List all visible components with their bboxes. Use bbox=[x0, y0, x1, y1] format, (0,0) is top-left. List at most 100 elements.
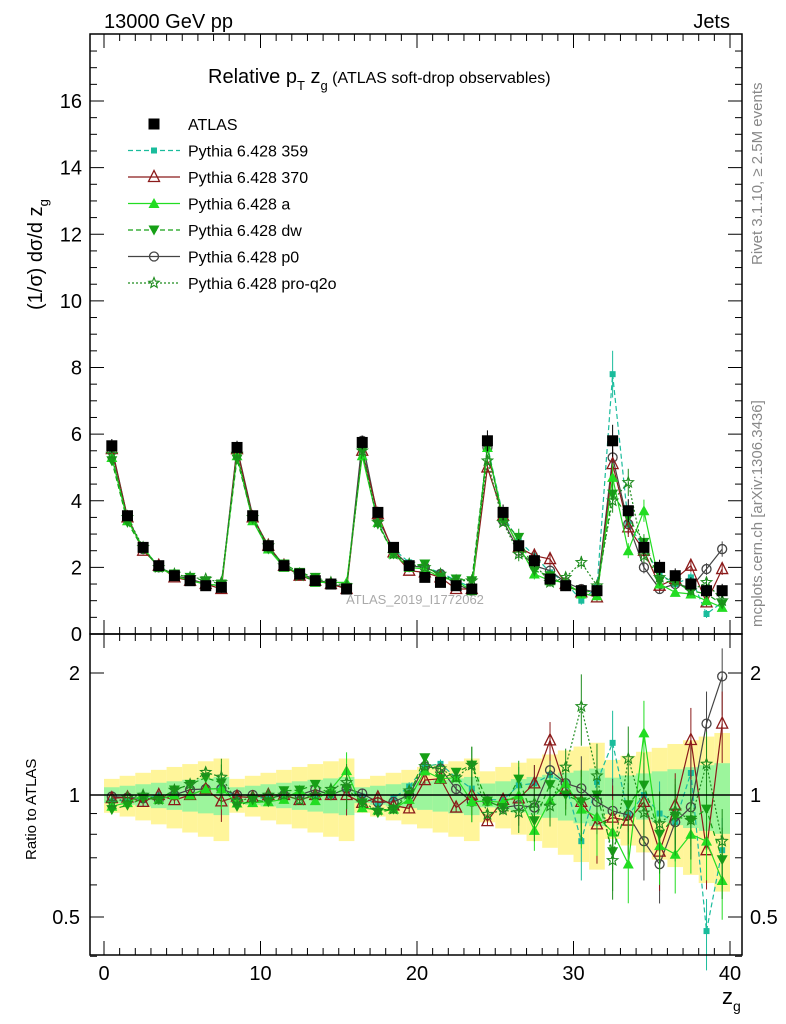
data-point bbox=[544, 573, 556, 585]
ratio-point bbox=[637, 805, 651, 819]
data-point bbox=[215, 581, 227, 593]
ratio-point bbox=[513, 774, 525, 785]
data-point bbox=[247, 510, 259, 522]
data-point bbox=[355, 443, 369, 457]
legend-label: Pythia 6.428 pro-q2o bbox=[188, 276, 337, 293]
ratio-point bbox=[214, 770, 228, 783]
ratio-point bbox=[703, 928, 710, 935]
ratio-point bbox=[309, 779, 321, 790]
data-point bbox=[278, 560, 290, 572]
ratio-point bbox=[167, 782, 182, 796]
series-p0 bbox=[106, 435, 728, 598]
ratio-tick-label-right: 1 bbox=[750, 785, 761, 807]
ratio-point bbox=[609, 739, 616, 746]
data-point bbox=[341, 583, 353, 595]
ratio-point bbox=[136, 793, 150, 808]
ratio-point bbox=[449, 799, 463, 813]
ratio-point bbox=[590, 768, 604, 782]
ratio-point bbox=[699, 756, 714, 770]
ratio-line-dw bbox=[111, 756, 723, 860]
series-line-a bbox=[111, 447, 723, 608]
ratio-point bbox=[200, 783, 212, 794]
mcplots-label: mcplots.cern.ch [arXiv:1306.3436] bbox=[749, 400, 766, 627]
ratio-point bbox=[574, 699, 589, 713]
data-point bbox=[309, 575, 321, 587]
ratio-point bbox=[496, 803, 510, 816]
series-data bbox=[106, 424, 728, 598]
data-point bbox=[434, 576, 446, 588]
x-tick-label: 40 bbox=[719, 963, 741, 985]
legend: ATLAS Pythia 6.428 359 Pythia 6.428 370 Pyt… bbox=[128, 117, 337, 293]
legend-marker bbox=[148, 251, 160, 262]
data-point bbox=[388, 541, 400, 553]
data-point bbox=[701, 585, 713, 597]
data-point bbox=[200, 580, 212, 592]
data-point bbox=[528, 555, 540, 567]
ratio-point bbox=[152, 792, 166, 806]
ratio-line-proq2o bbox=[111, 706, 723, 861]
header-right: Jets bbox=[693, 11, 730, 33]
y-tick-label: 14 bbox=[60, 158, 82, 180]
ratio-point bbox=[480, 813, 494, 827]
data-point bbox=[578, 597, 585, 604]
ratio-point bbox=[434, 774, 446, 785]
series-line-p370 bbox=[111, 448, 723, 604]
data-point bbox=[137, 541, 149, 553]
ratio-point bbox=[622, 858, 634, 869]
data-point bbox=[418, 560, 432, 573]
ratio-point bbox=[715, 834, 729, 847]
data-point bbox=[356, 436, 368, 448]
ratio-point bbox=[543, 798, 557, 812]
data-point bbox=[621, 475, 635, 489]
ratio-point bbox=[199, 765, 213, 778]
series-line-dw bbox=[111, 447, 723, 605]
ratio-point bbox=[309, 795, 321, 806]
data-point bbox=[419, 559, 431, 570]
y-tick-label: 16 bbox=[60, 91, 82, 113]
ratio-series-proq2o bbox=[105, 674, 729, 900]
data-point bbox=[433, 566, 448, 580]
data-point bbox=[543, 551, 557, 565]
data-point bbox=[717, 543, 728, 555]
ratio-tick-label-right: 0.5 bbox=[750, 907, 778, 929]
data-point bbox=[669, 586, 681, 597]
y-tick-label: 8 bbox=[71, 358, 82, 380]
legend-label: ATLAS bbox=[188, 117, 238, 134]
data-point bbox=[153, 560, 165, 572]
x-tick-label: 20 bbox=[406, 963, 428, 985]
x-tick-label: 0 bbox=[98, 963, 109, 985]
ratio-point bbox=[419, 753, 431, 764]
legend-item-a: Pythia 6.428 a bbox=[128, 197, 290, 214]
ratio-line-a bbox=[111, 732, 723, 881]
ratio-y-axis-label: Ratio to ATLAS bbox=[23, 759, 40, 860]
analysis-watermark: ATLAS_2019_I1772062 bbox=[346, 592, 484, 607]
ratio-point bbox=[717, 671, 728, 682]
legend-label: Pythia 6.428 359 bbox=[188, 144, 308, 161]
ratio-point bbox=[622, 800, 634, 811]
header-left: 13000 GeV pp bbox=[104, 11, 233, 33]
data-point bbox=[715, 561, 729, 575]
ratio-point bbox=[450, 783, 462, 795]
x-tick-label: 10 bbox=[249, 963, 271, 985]
legend-item-p359: Pythia 6.428 359 bbox=[128, 144, 308, 161]
ratio-point bbox=[230, 794, 244, 808]
data-point bbox=[560, 580, 572, 592]
ratio-point bbox=[605, 853, 620, 866]
series-proq2o bbox=[105, 443, 729, 607]
ratio-point bbox=[261, 787, 276, 801]
data-point bbox=[684, 557, 698, 571]
legend-label: Pythia 6.428 370 bbox=[188, 170, 308, 187]
legend-item-dw: Pythia 6.428 dw bbox=[128, 223, 302, 240]
y-tick-label: 4 bbox=[71, 491, 82, 513]
legend-label: Pythia 6.428 dw bbox=[188, 223, 302, 240]
data-point bbox=[669, 570, 681, 582]
y-tick-label: 10 bbox=[60, 291, 82, 313]
data-point bbox=[606, 493, 620, 507]
data-point bbox=[638, 562, 650, 573]
data-point bbox=[685, 578, 697, 590]
ratio-uncertainty-bands bbox=[104, 732, 730, 892]
ratio-point bbox=[121, 800, 133, 811]
data-point bbox=[513, 532, 525, 543]
ratio-point bbox=[652, 816, 667, 830]
data-point bbox=[591, 585, 603, 597]
